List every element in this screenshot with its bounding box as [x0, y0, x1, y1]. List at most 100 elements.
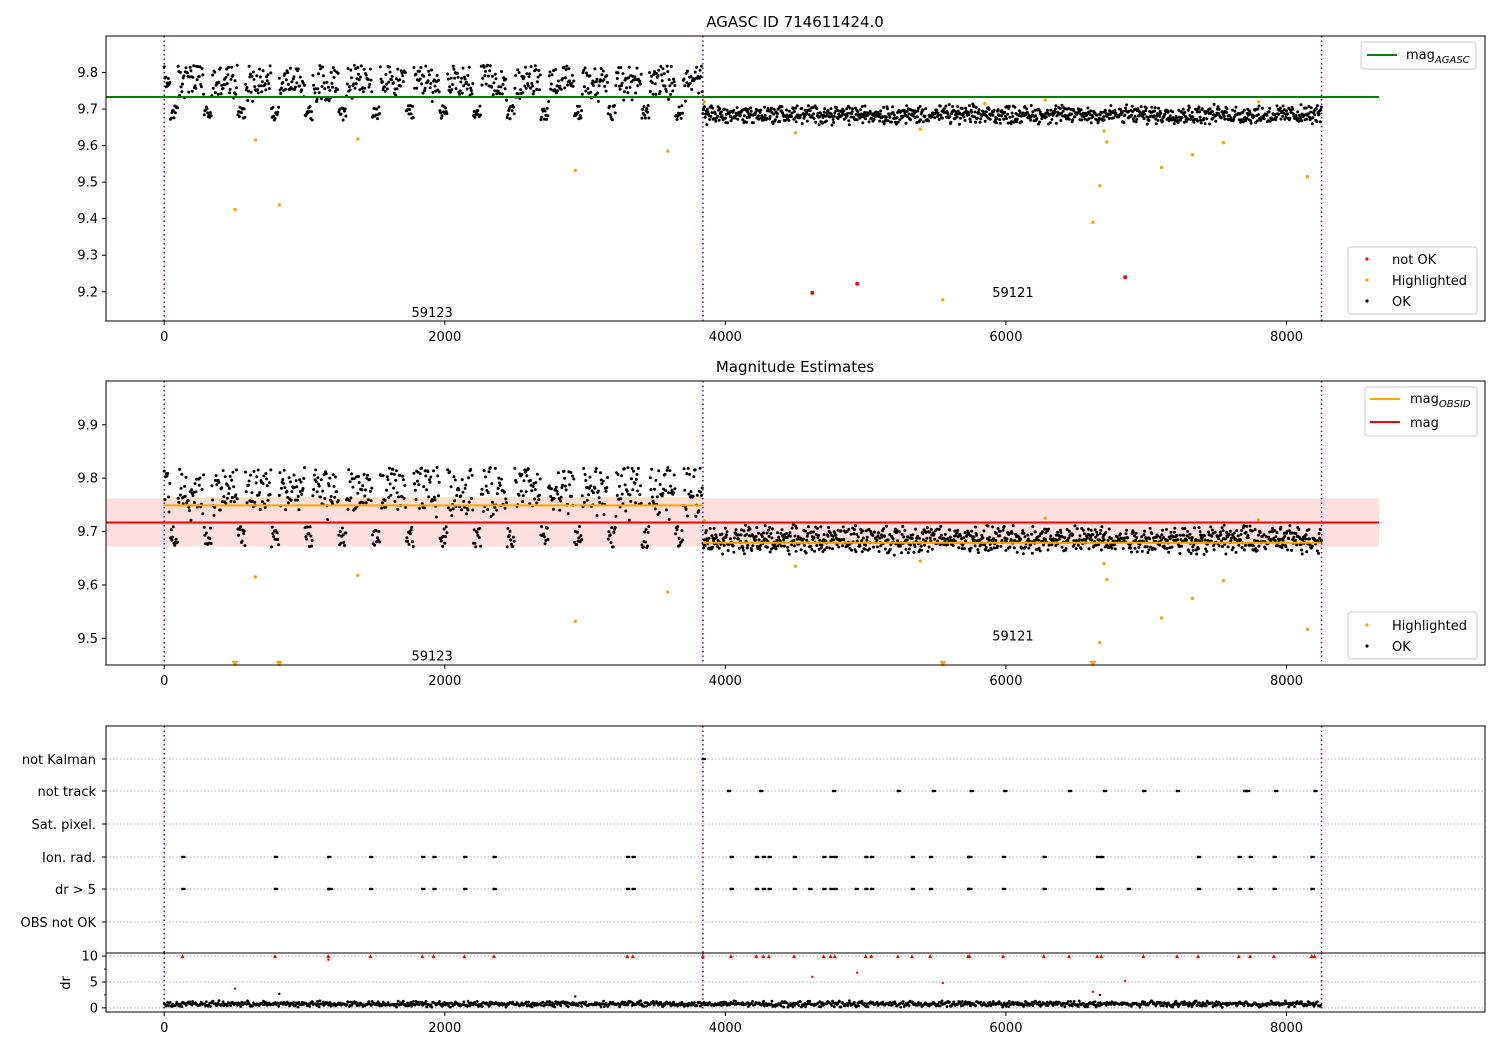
ok-point	[636, 489, 640, 493]
ok-point	[182, 74, 186, 78]
ok-point	[467, 83, 471, 87]
ok-point	[579, 534, 583, 538]
ok-point	[224, 75, 228, 79]
ok-point	[790, 543, 794, 547]
flag-point	[329, 855, 332, 859]
ok-point	[841, 544, 845, 548]
ok-point	[1096, 121, 1100, 125]
dr-point	[486, 1002, 490, 1006]
legend-highlighted: Highlighted	[1392, 274, 1467, 289]
ok-point	[1109, 537, 1113, 540]
ok-point	[1159, 111, 1163, 115]
ok-point	[886, 538, 890, 542]
flag-point	[764, 855, 767, 859]
highlighted-point	[1190, 596, 1195, 600]
flag-point	[910, 887, 914, 891]
flag-point	[769, 887, 772, 891]
ok-point	[987, 538, 991, 542]
ok-point	[519, 489, 523, 493]
ok-point	[209, 114, 213, 118]
ok-point	[686, 69, 689, 73]
ok-point	[695, 65, 699, 69]
ok-point	[1292, 535, 1296, 539]
ok-point	[700, 90, 704, 94]
ok-point	[1090, 538, 1094, 542]
ok-point	[545, 526, 549, 530]
highlighted-point	[793, 131, 798, 135]
ok-point	[1175, 116, 1178, 120]
ok-point	[345, 497, 349, 501]
dr-point	[375, 1003, 379, 1007]
ok-point	[430, 100, 434, 103]
flag-point	[183, 855, 186, 859]
ok-point	[955, 112, 958, 116]
y-tick-label: 9.8	[77, 66, 98, 81]
flag-point	[1243, 789, 1246, 793]
ok-point	[267, 481, 271, 485]
ok-point	[1064, 547, 1068, 551]
ok-point	[740, 528, 744, 532]
flag-point	[757, 855, 760, 859]
ok-point	[249, 473, 252, 477]
ok-point	[467, 65, 471, 69]
ok-point	[828, 546, 832, 550]
ok-point	[734, 528, 738, 532]
ok-point	[1226, 535, 1230, 539]
ok-point	[688, 472, 692, 476]
ok-point	[1002, 117, 1006, 121]
dr-point	[465, 1004, 469, 1008]
ok-point	[673, 84, 677, 88]
ok-point	[1288, 116, 1292, 120]
ok-point	[703, 105, 707, 109]
ok-point	[188, 65, 192, 69]
ok-point	[1268, 119, 1272, 123]
ok-point	[198, 476, 202, 480]
ok-point	[300, 88, 304, 92]
ok-point	[884, 115, 888, 119]
ok-point	[458, 92, 461, 96]
ok-point	[390, 472, 393, 476]
ok-point	[440, 114, 444, 118]
ok-point	[943, 532, 947, 536]
ok-point	[1172, 122, 1176, 126]
ok-point	[1199, 121, 1203, 125]
legend-mag-agasc: magAGASC	[1360, 41, 1477, 70]
ok-point	[390, 78, 393, 82]
flag-point	[731, 855, 735, 859]
ok-point	[1242, 108, 1246, 112]
dr-point	[866, 1005, 870, 1009]
ok-point	[258, 67, 262, 71]
ok-point	[189, 518, 193, 522]
ok-point	[450, 514, 454, 518]
ok-point	[1186, 117, 1190, 121]
ok-point	[595, 514, 599, 517]
dr-point	[481, 1005, 484, 1008]
dr-point	[548, 1000, 552, 1003]
ok-point	[794, 106, 797, 110]
ok-point	[433, 498, 437, 502]
ok-point	[1065, 528, 1069, 531]
ok-point	[1165, 547, 1169, 550]
ok-point	[601, 69, 605, 73]
ok-point	[380, 501, 384, 505]
ok-point	[1121, 537, 1125, 541]
ok-point	[549, 82, 553, 86]
ok-point	[1211, 116, 1215, 120]
ok-point	[572, 79, 576, 83]
ok-point	[877, 531, 880, 535]
ok-point	[693, 70, 697, 74]
ok-point	[849, 115, 853, 119]
ok-point	[521, 494, 525, 498]
ok-point	[445, 112, 449, 115]
ok-point	[246, 89, 250, 93]
dr-point	[640, 1002, 643, 1006]
ok-point	[1255, 549, 1259, 552]
dr-point	[167, 1004, 170, 1008]
ok-point	[505, 501, 508, 505]
ok-point	[948, 535, 952, 539]
ok-point	[1106, 538, 1110, 542]
ok-point	[1004, 548, 1008, 552]
dr-point	[209, 1005, 212, 1008]
flag-point	[369, 887, 372, 891]
ok-point	[909, 118, 912, 122]
